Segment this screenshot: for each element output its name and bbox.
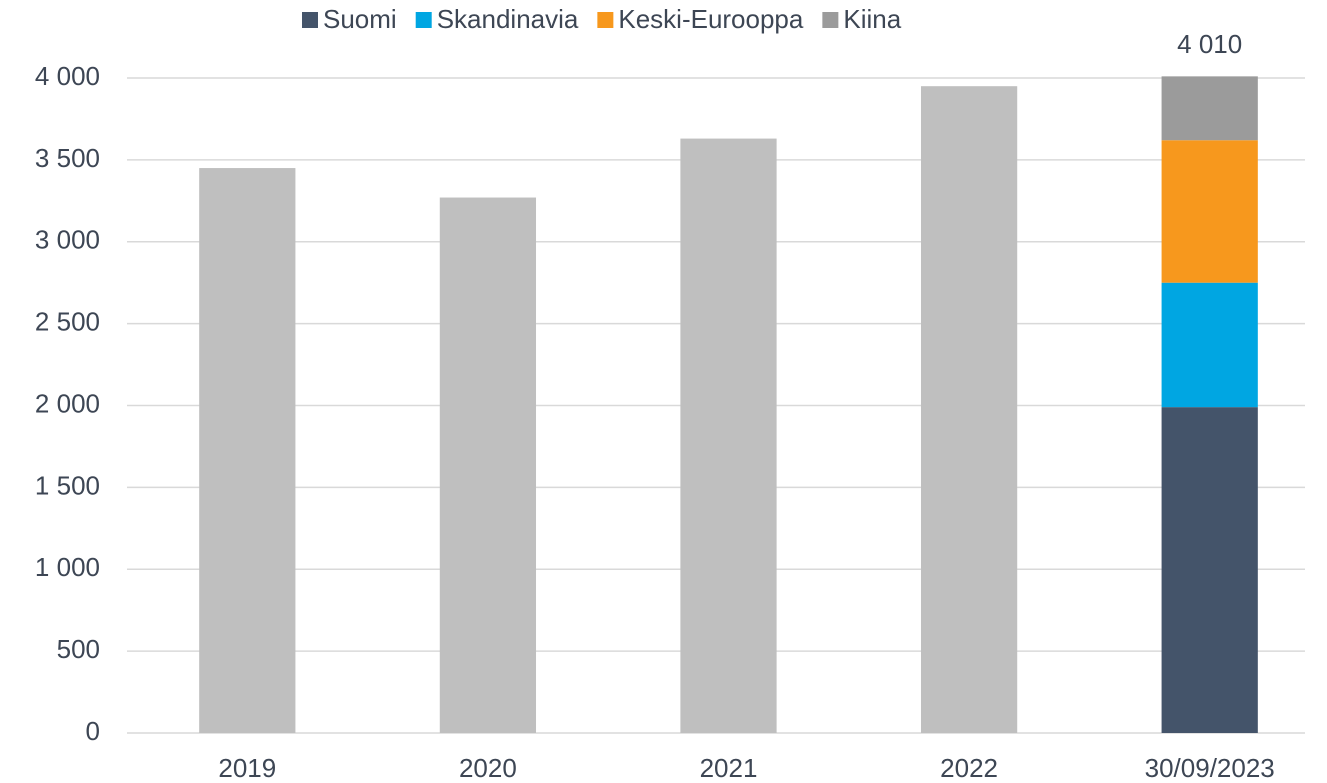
y-tick-label: 500: [57, 634, 100, 664]
y-tick-label: 3 500: [35, 143, 100, 173]
stacked-segment: [1161, 140, 1258, 283]
y-tick-label: 3 000: [35, 225, 100, 255]
x-tick-label: 2021: [700, 753, 758, 783]
total-label: 4 010: [1177, 29, 1242, 59]
legend-swatch: [822, 12, 839, 28]
bar: [199, 168, 296, 733]
x-tick-label: 30/09/2023: [1145, 753, 1275, 783]
x-tick-label: 2019: [218, 753, 276, 783]
y-tick-label: 2 000: [35, 388, 100, 418]
bar: [680, 138, 777, 733]
stacked-segment: [1161, 282, 1258, 408]
stacked-segment: [1161, 76, 1258, 141]
legend-label: Kiina: [843, 4, 901, 34]
legend-swatch: [302, 12, 318, 28]
legend-label: Skandinavia: [437, 4, 579, 34]
y-tick-label: 0: [86, 716, 100, 746]
legend-swatch: [415, 12, 432, 28]
legend-label: Keski-Eurooppa: [618, 4, 804, 34]
y-tick-label: 1 500: [35, 470, 100, 500]
legend-label: Suomi: [323, 4, 397, 34]
y-tick-label: 1 000: [35, 552, 100, 582]
bar: [920, 86, 1018, 733]
x-tick-label: 2022: [940, 753, 998, 783]
legend-swatch: [597, 12, 614, 28]
bar: [439, 197, 537, 734]
stacked-segment: [1161, 407, 1258, 733]
y-tick-label: 4 000: [35, 61, 100, 91]
x-tick-label: 2020: [459, 753, 517, 783]
y-tick-label: 2 500: [35, 307, 100, 337]
